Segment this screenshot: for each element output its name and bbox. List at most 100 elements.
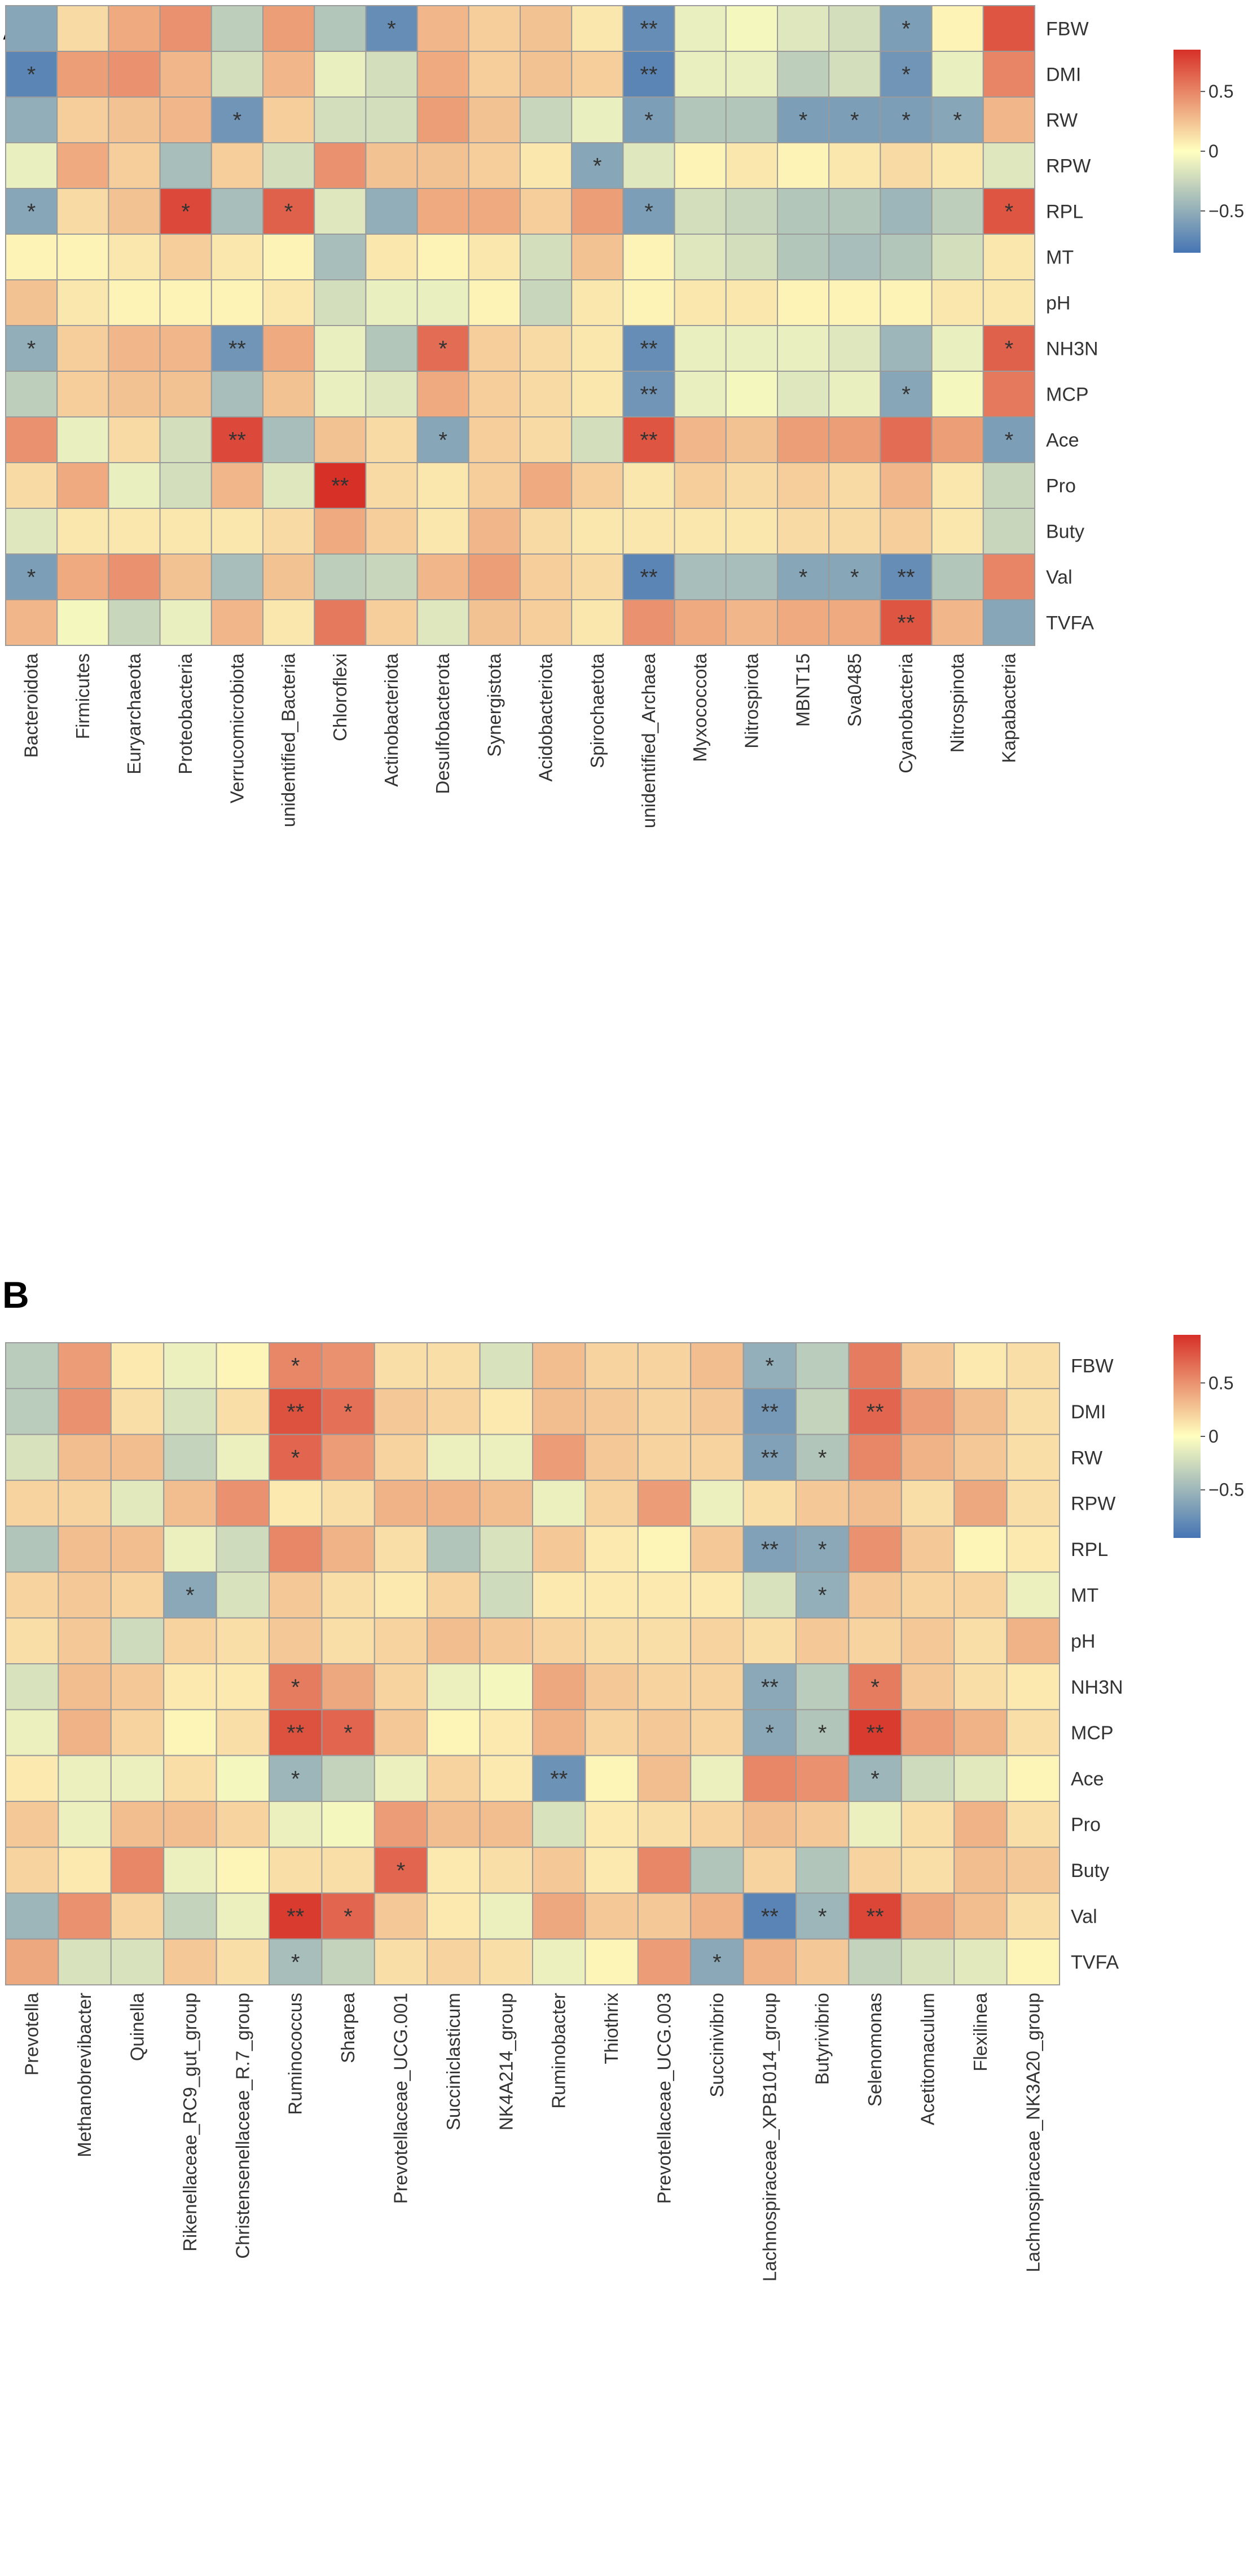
heatmap-cell [5,416,58,463]
heatmap-cell [269,1801,323,1848]
significance-mark: * [593,154,602,179]
heatmap-cell [321,1526,375,1573]
heatmap-cell [416,5,469,52]
color-legend: 0.5 0 −0.5 [1174,1335,1244,1538]
heatmap-cell [108,5,161,52]
heatmap-cell [520,51,573,98]
heatmap-cell [584,1342,639,1390]
heatmap-cell [210,416,263,463]
heatmap-cell [468,508,521,555]
heatmap-cell [262,234,315,280]
heatmap-cell [637,1755,692,1802]
heatmap-cell [1006,1571,1060,1619]
heatmap-cell [674,553,727,600]
color-legend: 0.5 0 −0.5 [1174,50,1244,253]
heatmap-cell [110,1617,165,1665]
heatmap-cell [468,51,521,98]
heatmap-cell [365,508,418,555]
heatmap-cell [637,1388,692,1435]
heatmap-cell [269,1755,323,1802]
heatmap-cell [5,96,58,143]
heatmap-cell [416,508,469,555]
column-label: Proteobacteria [175,653,196,774]
heatmap-cell [163,1479,217,1527]
heatmap-cell [1006,1388,1060,1435]
heatmap-cell [828,51,881,98]
heatmap-cell [216,1938,270,1986]
heatmap-cell [953,1847,1008,1894]
heatmap-cell [828,5,881,52]
heatmap-cell [622,5,675,52]
row-label: TVFA [1046,613,1094,634]
heatmap-cell [520,279,573,326]
heatmap-cell [210,462,263,509]
heatmap-cell [1006,1938,1060,1986]
heatmap-cell [900,1755,955,1802]
heatmap-cell [58,1571,112,1619]
heatmap-cell [159,599,212,646]
heatmap-cell [159,462,212,509]
row-label: NH3N [1046,339,1098,360]
significance-mark: * [871,1675,880,1700]
heatmap-cell [56,462,109,509]
heatmap-cell [314,51,367,98]
heatmap-cell [690,1801,744,1848]
heatmap-cell [262,371,315,417]
column-label: Succinivibrio [706,1993,727,2097]
heatmap-cell [690,1617,744,1665]
heatmap-cell [58,1755,112,1802]
heatmap-cell [314,508,367,555]
heatmap-cell [742,1479,797,1527]
significance-mark: * [27,337,36,362]
heatmap-cell [520,371,573,417]
heatmap-cell [520,188,573,235]
heatmap-cell [5,142,58,189]
heatmap-cell [373,1342,428,1390]
heatmap-cell [479,1755,533,1802]
heatmap-cell [427,1892,481,1940]
heatmap-cell [1006,1755,1060,1802]
heatmap-cell [479,1434,533,1481]
heatmap-cell [373,1571,428,1619]
heatmap-cell [931,462,984,509]
heatmap-cell [262,553,315,600]
heatmap-cell [365,553,418,600]
heatmap-cell [56,96,109,143]
heatmap-cell [777,508,830,555]
column-label: Verrucomicrobiota [226,653,247,803]
heatmap-cell [5,1617,59,1665]
heatmap-cell [110,1479,165,1527]
heatmap-cell [262,462,315,509]
significance-mark: * [799,565,808,590]
heatmap-cell [159,508,212,555]
heatmap-cell [373,1663,428,1711]
heatmap-cell [795,1526,850,1573]
column-label: Synergistota [484,653,504,757]
heatmap-cell [479,1938,533,1986]
heatmap-cell [56,553,109,600]
heatmap-cell [674,371,727,417]
heatmap-cell [262,5,315,52]
significance-mark: ** [640,17,657,42]
heatmap-cell [931,51,984,98]
heatmap-cell [622,234,675,280]
heatmap-cell [584,1938,639,1986]
heatmap-cell [210,599,263,646]
column-label: Methanobrevibacter [74,1993,95,2157]
heatmap-cell [828,142,881,189]
heatmap-cell [571,462,624,509]
legend-colorbar [1174,1335,1201,1538]
heatmap-cell [880,371,933,417]
heatmap-cell [532,1434,586,1481]
column-label: unidentified_Archaea [638,653,659,828]
column-label: Selenomonas [864,1993,885,2107]
significance-mark: * [818,1904,827,1929]
heatmap-cell [982,508,1036,555]
heatmap-cell [5,1892,59,1940]
heatmap-cell [532,1388,586,1435]
heatmap-cell [314,325,367,372]
heatmap-cell [795,1434,850,1481]
heatmap-cell [848,1434,902,1481]
heatmap-cell [520,234,573,280]
